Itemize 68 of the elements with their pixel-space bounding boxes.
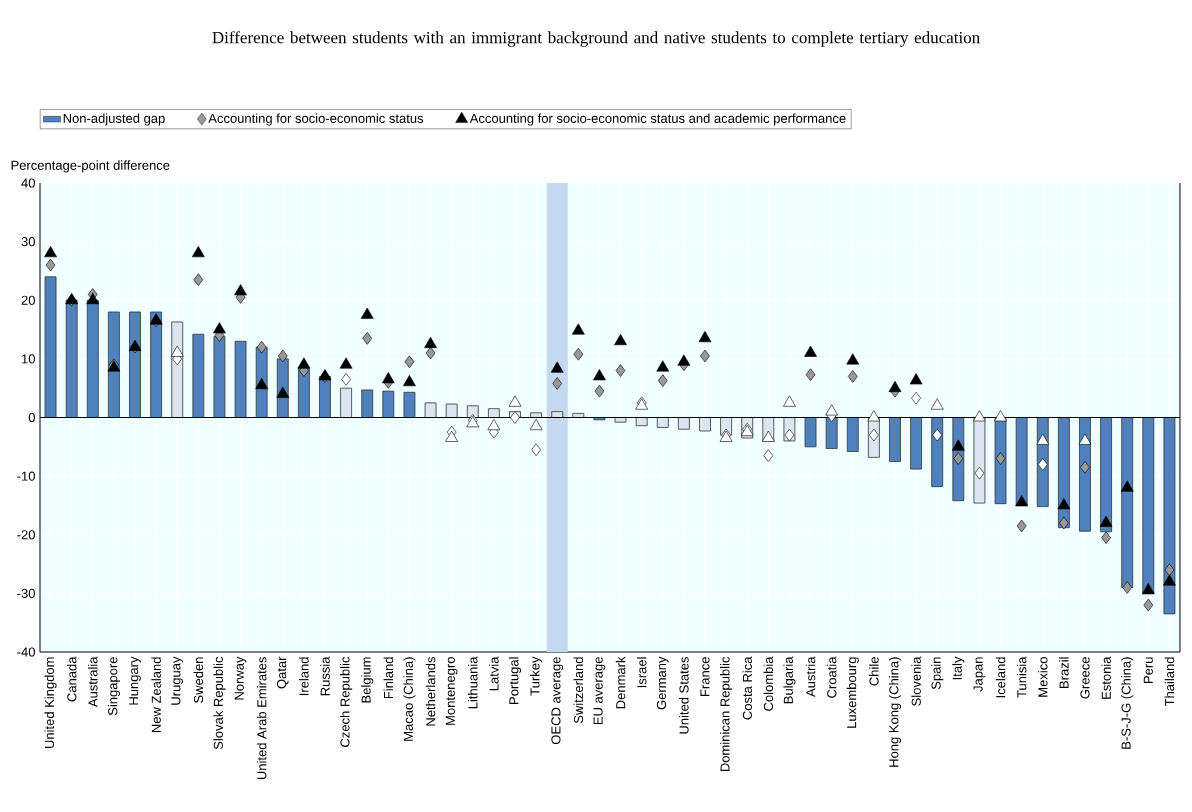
x-tick-label: Costa Rica: [742, 656, 752, 720]
x-tick-label: Germany: [656, 656, 669, 710]
y-tick-label: -30: [17, 588, 35, 598]
y-tick-label: -20: [17, 530, 35, 540]
x-tick-label: Israel: [636, 657, 647, 688]
x-tick-label: Colombia: [763, 656, 774, 711]
x-tick-label: Denmark: [615, 656, 626, 709]
x-tick-label: Slovak Republic: [213, 656, 226, 750]
x-tick-label: New Zealand: [151, 657, 161, 733]
x-tick-label: Belgium: [361, 657, 374, 703]
y-tick-label: 40: [21, 178, 35, 188]
x-tick-label: Turkey: [530, 656, 543, 696]
legend-label: Accounting for socio-economic status: [208, 113, 424, 126]
x-tick-label: Austria: [805, 656, 816, 697]
y-tick-label: -40: [17, 647, 35, 657]
x-tick-label: Ireland: [299, 657, 309, 696]
x-tick-label: Qatar: [277, 656, 289, 689]
x-tick-label: Japan: [973, 657, 986, 692]
x-tick-label: B-S-J-G (China): [1121, 657, 1134, 749]
x-tick-label: Hungary: [129, 656, 141, 705]
chart-title: Difference between students with an immigrant background and native students to complete tertiary education: [212, 31, 980, 47]
x-tick-label: Peru: [1143, 657, 1153, 683]
y-tick-label: 10: [22, 354, 35, 364]
x-tick-label: Italy: [952, 656, 965, 680]
x-tick-label: Uruguay: [171, 656, 184, 705]
x-tick-label: Russia: [320, 656, 330, 696]
x-tick-label: Greece: [1080, 657, 1090, 699]
y-tick-label: 20: [21, 295, 35, 305]
y-axis-title: Percentage-point difference: [11, 160, 170, 173]
x-tick-label: Slovenia: [911, 656, 921, 706]
x-tick-label: Switzerland: [573, 657, 584, 724]
x-tick-label: Luxembourg: [846, 657, 859, 728]
x-tick-label: Norway: [234, 656, 247, 700]
x-tick-label: Mexico: [1037, 657, 1048, 697]
x-tick-label: Australia: [88, 656, 98, 708]
legend-label: Non-adjusted gap: [63, 113, 165, 126]
x-tick-label: Macao (China): [403, 657, 416, 741]
x-tick-label: OECD average: [551, 657, 564, 745]
y-tick-label: 30: [21, 237, 35, 247]
x-tick-label: Tunisia: [1016, 656, 1027, 698]
y-tick-label: 0: [28, 412, 35, 423]
x-tick-label: Brazil: [1059, 657, 1069, 688]
x-tick-label: Hong Kong (China): [888, 657, 902, 767]
x-tick-label: Spain: [931, 657, 944, 690]
x-tick-label: Finland: [383, 657, 394, 699]
x-tick-label: France: [700, 657, 710, 696]
x-tick-label: Montenegro: [445, 657, 458, 725]
x-tick-label: United Arab Emirates: [256, 657, 267, 780]
x-tick-label: Dominican Republic: [720, 656, 733, 772]
x-tick-label: EU average: [593, 657, 606, 725]
y-tick-label: -10: [17, 471, 35, 481]
legend-label: Accounting for socio-economic status and academic performance: [469, 113, 846, 126]
x-tick-label: Netherlands: [425, 657, 436, 726]
x-tick-label: United Kingdom: [44, 657, 57, 749]
x-tick-label: Estonia: [1101, 656, 1111, 699]
x-tick-label: Portugal: [508, 657, 522, 704]
x-tick-label: Latvia: [489, 656, 499, 691]
x-tick-label: Thailand: [1164, 657, 1175, 707]
x-tick-label: Singapore: [107, 657, 120, 716]
x-tick-label: United States: [679, 657, 689, 734]
x-tick-label: Chile: [869, 657, 879, 686]
x-tick-label: Iceland: [995, 657, 1006, 698]
x-tick-label: Canada: [66, 656, 77, 702]
x-tick-label: Croatia: [826, 656, 837, 698]
x-tick-label: Czech Republic: [340, 656, 353, 747]
x-tick-label: Lithuania: [467, 656, 478, 709]
x-tick-label: Bulgaria: [783, 656, 796, 704]
x-tick-label: Sweden: [193, 657, 204, 703]
